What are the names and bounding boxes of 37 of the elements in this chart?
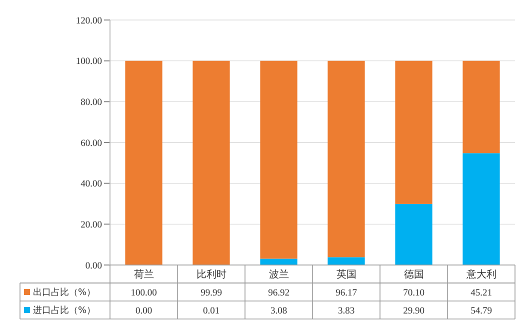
- data-label: 96.92: [268, 288, 290, 298]
- y-tick-label: 20.00: [80, 220, 102, 230]
- bar: [260, 258, 298, 265]
- data-label: 3.83: [338, 306, 355, 316]
- data-label: 99.99: [200, 288, 222, 298]
- legend-label: 出口占比（%）: [33, 287, 96, 298]
- data-label: 70.10: [403, 288, 425, 298]
- x-tick-label: 比利时: [196, 268, 226, 280]
- data-label: 0.00: [135, 306, 152, 316]
- data-label: 0.01: [202, 306, 220, 316]
- x-tick-label: 英国: [336, 268, 356, 280]
- bar: [395, 60, 432, 204]
- x-tick-label: 德国: [404, 270, 424, 280]
- bar: [328, 60, 365, 258]
- bar: [462, 60, 500, 154]
- bar: [192, 60, 230, 265]
- data-label: 96.17: [336, 288, 358, 298]
- data-label: 29.90: [403, 306, 425, 316]
- legend-label: 进口占比（%）: [33, 305, 96, 316]
- y-tick-label: 60.00: [80, 138, 102, 149]
- y-tick-label: 120.00: [76, 16, 102, 26]
- x-tick-label: 荷兰: [134, 268, 154, 280]
- x-tick-label: 波兰: [268, 268, 289, 280]
- bar: [125, 60, 162, 265]
- data-label: 54.79: [470, 306, 492, 316]
- data-label: 3.08: [270, 306, 288, 316]
- y-tick-label: 100.00: [76, 57, 102, 68]
- y-tick-label: 80.00: [80, 98, 102, 108]
- bar: [260, 60, 298, 259]
- data-label: 100.00: [130, 288, 158, 298]
- bar: [462, 153, 500, 265]
- data-label: 45.21: [470, 288, 492, 298]
- bar: [328, 257, 365, 265]
- y-tick-label: 40.00: [80, 180, 102, 190]
- x-tick-label: 意大利: [465, 268, 496, 280]
- y-tick-label: 0.00: [85, 261, 102, 272]
- bar: [395, 204, 432, 265]
